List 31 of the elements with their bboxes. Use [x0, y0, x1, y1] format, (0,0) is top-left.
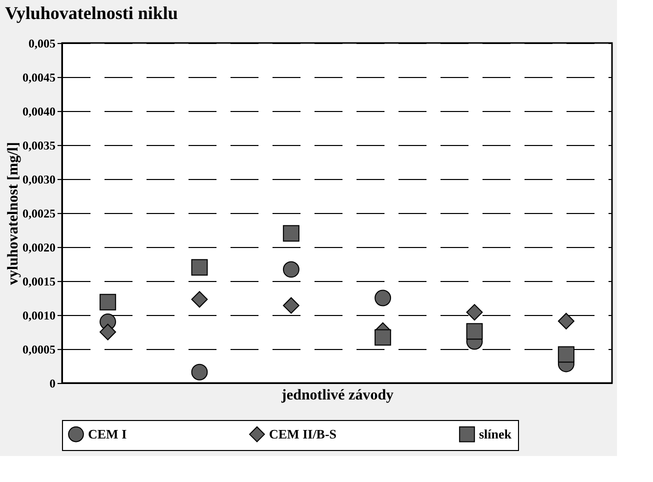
point: [374, 290, 392, 306]
point: [558, 312, 574, 330]
y-tick-label: 0,0025: [22, 206, 56, 220]
point: [282, 261, 300, 278]
point: [100, 294, 116, 310]
point: [558, 346, 574, 363]
y-tick-label: 0,0030: [22, 172, 56, 186]
point: [191, 364, 208, 380]
point: [374, 329, 392, 346]
y-tick-label: 0,0010: [22, 308, 56, 322]
legend-label: CEM II/B-S: [269, 426, 337, 442]
point: [100, 324, 116, 340]
y-tick-label: 0,005: [28, 36, 56, 50]
y-tick-label: 0,0045: [22, 70, 56, 84]
legend-label: CEM I: [88, 426, 127, 442]
legend-label: slínek: [479, 426, 512, 442]
y-axis-title: vyluhovatelnost [mg/l]: [6, 142, 22, 285]
y-tick-label: 0,0035: [22, 138, 56, 152]
y-tick-label: 0,0020: [22, 240, 56, 254]
point: [191, 259, 208, 276]
y-tick-label: 0: [50, 376, 56, 390]
point: [191, 291, 208, 308]
point: [466, 323, 483, 340]
y-tick-label: 0,0005: [22, 342, 56, 356]
y-tick-label: 0,0015: [22, 274, 56, 288]
point: [282, 297, 300, 314]
chart-title: Vyluhovatelnosti niklu: [5, 3, 178, 23]
point: [282, 225, 300, 242]
y-tick-label: 0,0040: [22, 104, 56, 118]
x-axis-title: jednotlivé závody: [280, 388, 394, 404]
point: [466, 304, 483, 321]
